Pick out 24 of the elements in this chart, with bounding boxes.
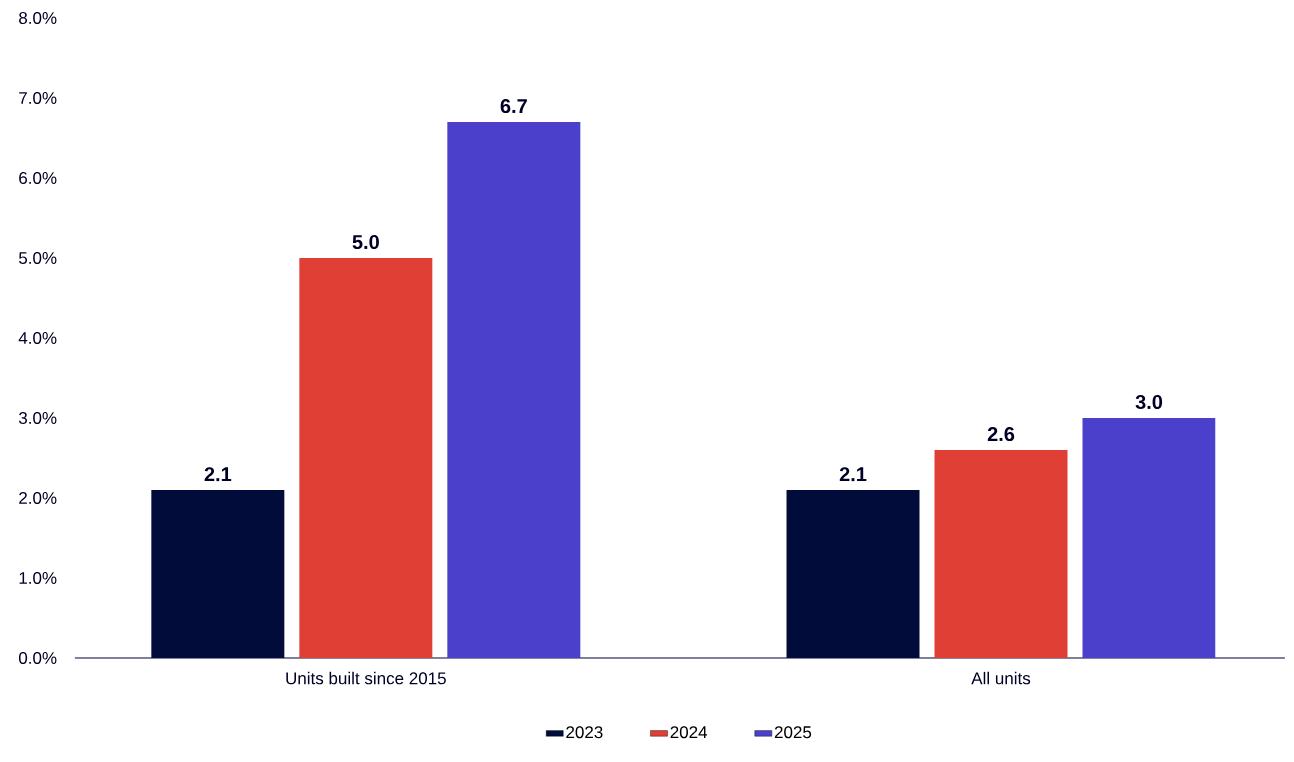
y-tick-label: 5.0% [18, 251, 57, 265]
y-tick-label: 8.0% [19, 11, 57, 25]
data-label: 2.1 [204, 467, 232, 482]
y-tick-label: 6.0% [19, 171, 57, 185]
bar [447, 122, 581, 658]
x-tick-label: Units built since 2015 [286, 671, 446, 685]
data-label: 2.6 [987, 426, 1015, 442]
y-tick-label: 4.0% [18, 331, 57, 345]
y-tick-label: 7.0% [19, 91, 57, 105]
y-tick-label: 1.0% [19, 571, 57, 585]
y-tick-label: 0.0% [18, 651, 57, 665]
bar [934, 449, 1068, 658]
bar [299, 257, 433, 658]
data-label: 2.1 [839, 467, 867, 482]
legend-label: 2025 [774, 726, 812, 739]
data-label: 3.0 [1135, 394, 1163, 410]
y-tick-label: 3.0% [18, 411, 57, 425]
legend-label: 2023 [566, 726, 603, 739]
x-tick-label: All units [971, 671, 1031, 685]
legend-label: 2024 [670, 726, 708, 739]
y-tick-label: 2.0% [19, 491, 57, 505]
data-label: 5.0 [352, 234, 379, 250]
data-label: 6.7 [500, 98, 527, 114]
bar [1082, 417, 1216, 658]
